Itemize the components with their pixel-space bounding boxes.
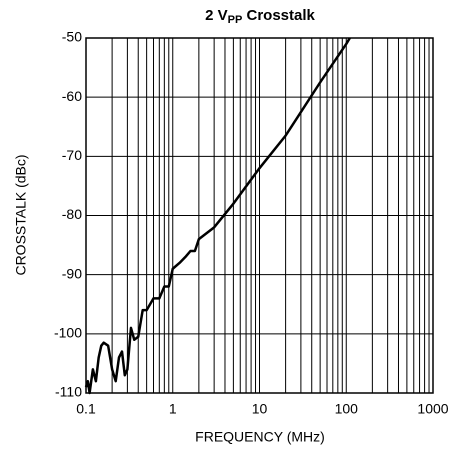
x-tick-label: 1000	[417, 401, 448, 417]
y-tick-label: -60	[62, 88, 82, 104]
y-tick-label: -80	[62, 206, 82, 222]
chart-title: 2 VPP Crosstalk	[205, 7, 315, 26]
y-tick-label: -110	[55, 384, 82, 400]
y-tick-label: -70	[62, 147, 82, 163]
y-tick-label: -100	[54, 325, 82, 341]
x-axis-label: FREQUENCY (MHz)	[195, 429, 325, 445]
title-subscript: PP	[228, 14, 243, 26]
x-tick-label: 100	[335, 401, 359, 417]
y-tick-label: -50	[62, 29, 82, 45]
plot-frame	[85, 37, 434, 394]
title-part: Crosstalk	[242, 7, 315, 24]
x-tick-label: 0.1	[76, 401, 96, 417]
title-part: 2 V	[205, 7, 228, 24]
y-axis-label: CROSSTALK (dBc)	[13, 154, 29, 275]
x-tick-label: 1	[169, 401, 177, 417]
x-tick-label: 10	[252, 401, 268, 417]
data-line	[84, 37, 351, 395]
y-tick-label: -90	[62, 265, 82, 281]
